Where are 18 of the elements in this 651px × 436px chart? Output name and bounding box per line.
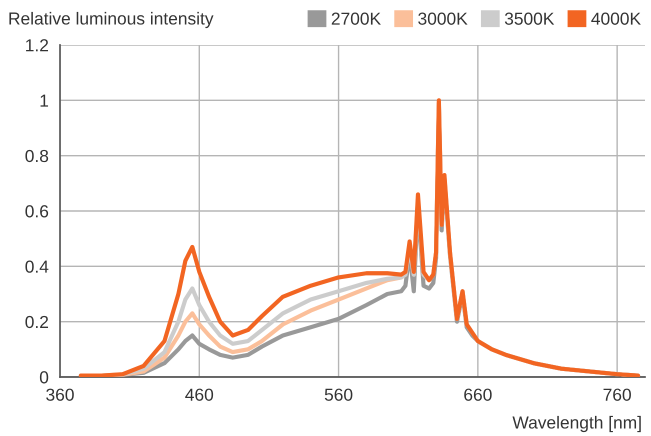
x-axis-title: Wavelength [nm] [512, 416, 641, 432]
legend-label: 4000K [591, 12, 641, 25]
y-tick-label: 0 [40, 371, 48, 384]
x-tick-label: 460 [185, 388, 214, 401]
legend-label: 3500K [504, 12, 554, 25]
x-tick-label: 360 [46, 388, 74, 401]
x-tick-label: 660 [464, 388, 492, 401]
y-axis-title: Relative luminous intensity [9, 12, 214, 28]
legend-label: 3000K [418, 12, 468, 25]
y-tick-label: 1 [40, 94, 48, 107]
y-tick-label: 0.8 [25, 150, 48, 162]
y-tick-label: 0.6 [25, 205, 48, 218]
y-tick-label: 0.2 [25, 316, 48, 328]
legend-label: 2700K [332, 12, 381, 25]
y-tick-label: 0.4 [25, 260, 48, 273]
x-tick-label: 560 [324, 388, 352, 401]
y-tick-label: 1.2 [26, 39, 48, 52]
x-tick-label: 760 [604, 388, 631, 401]
